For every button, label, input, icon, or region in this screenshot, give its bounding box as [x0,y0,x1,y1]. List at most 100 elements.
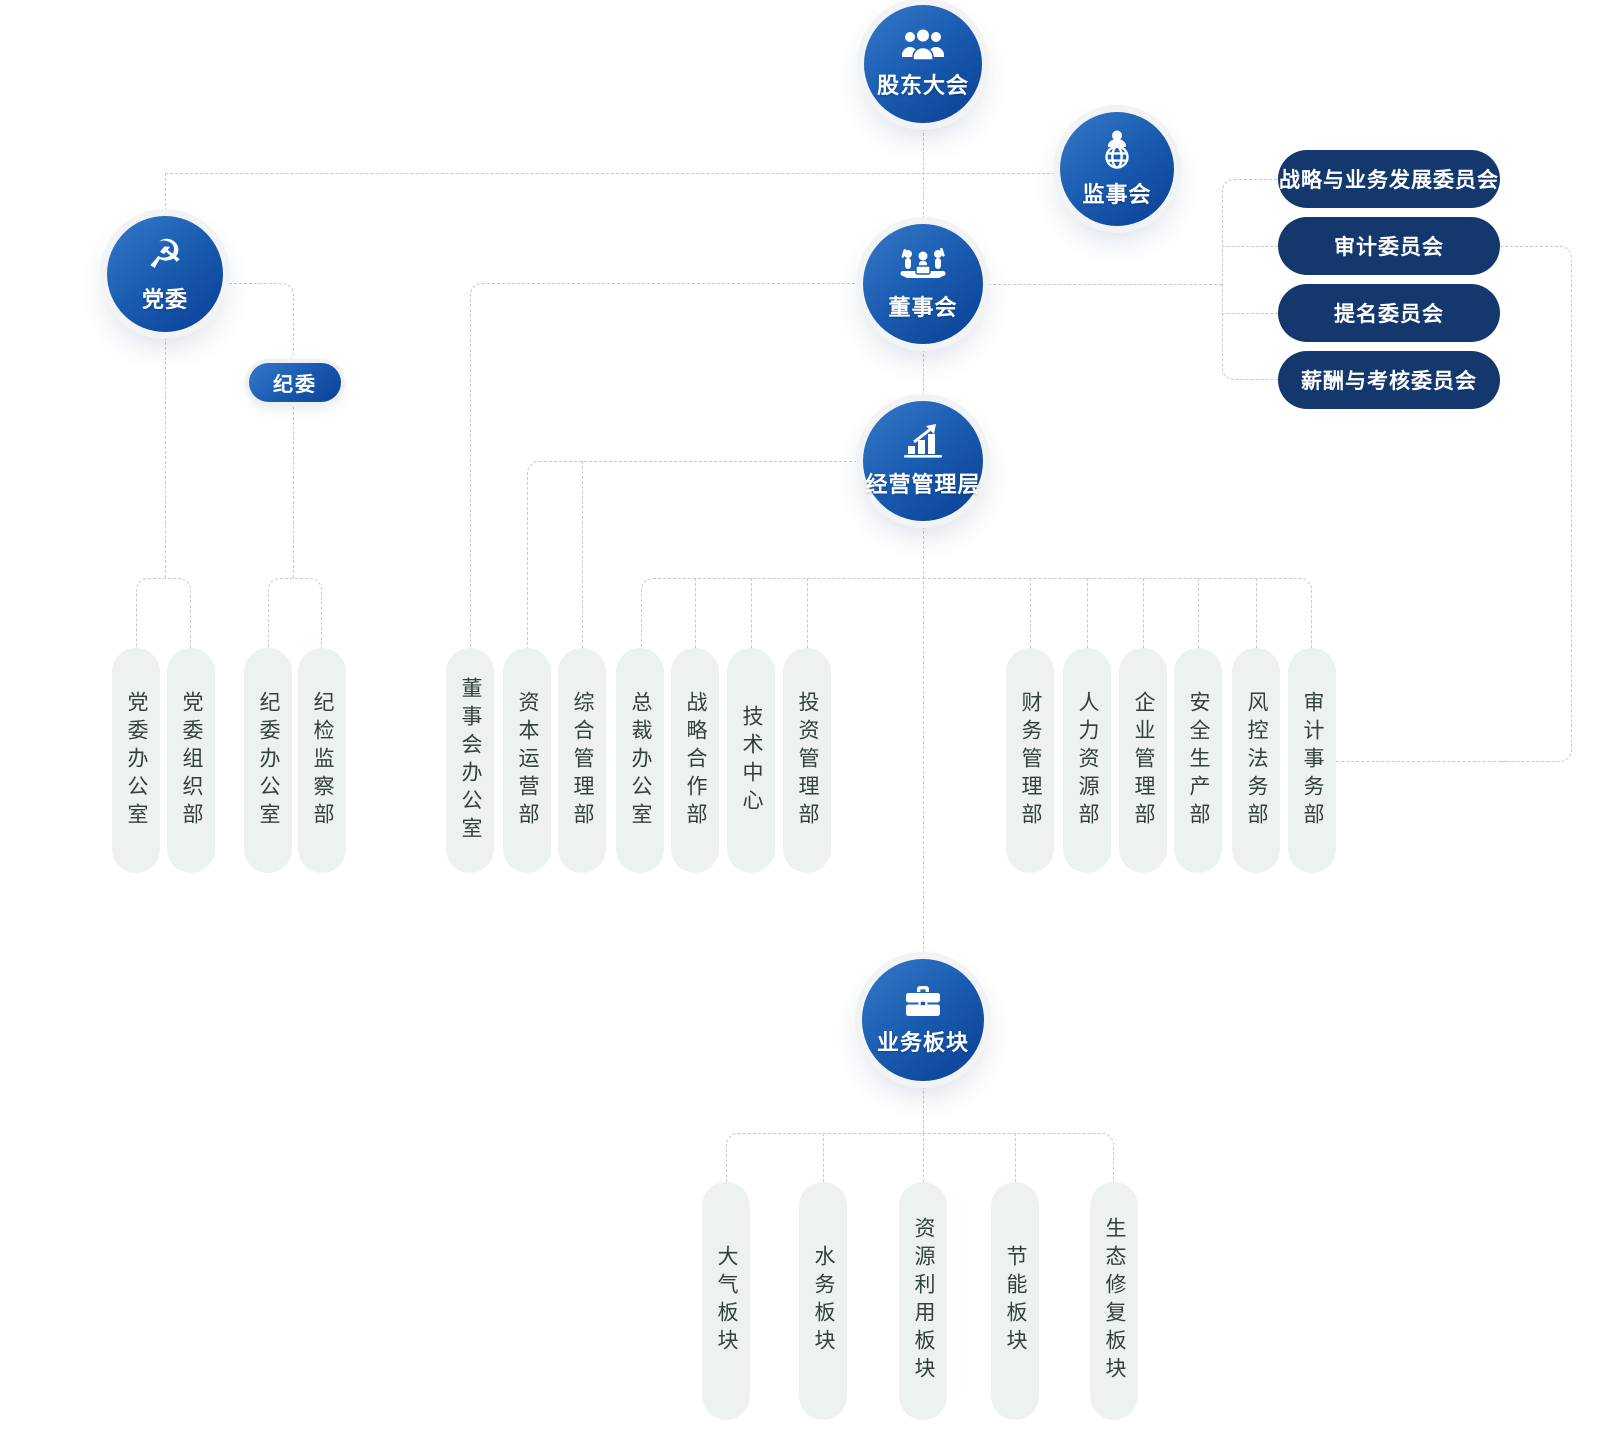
connector-drop-general-admin [582,461,583,648]
connector-party-down [165,332,166,578]
node-label: 经营管理层 [865,471,981,497]
connector-drop-risk [1256,578,1257,648]
department-finance: 财务管理部 [1006,648,1054,873]
node-label: 业务板块 [876,1029,969,1055]
connector-committee-stub-2 [1222,246,1278,247]
segment-water: 水务板块 [799,1182,847,1420]
connector-drop-finance [1030,578,1031,648]
department-party-organization: 党委组织部 [167,648,215,873]
briefcase-icon [906,985,940,1016]
connector-drop-energy [1015,1133,1016,1182]
connector-committee-spine-bottom [1222,246,1278,380]
department-investment-management: 投资管理部 [783,648,831,873]
department-label: 资本运营部 [516,690,539,831]
department-label: 投资管理部 [796,690,819,831]
node-business-segments: 业务板块 [862,959,984,1081]
connector-management-left [527,461,863,648]
connector-committee-spine-top [1222,179,1278,246]
department-president-office: 总裁办公室 [616,648,664,873]
connector-audit-committee-dept [1500,246,1572,762]
connector-lower-row-right [923,578,1312,648]
connector-drop-safety [1198,578,1199,648]
department-label: 战略合作部 [684,690,707,831]
committee-nomination: 提名委员会 [1278,284,1500,342]
department-label: 风控法务部 [1245,690,1268,831]
department-safety-production: 安全生产部 [1174,648,1222,873]
person-globe-icon [1105,130,1129,169]
department-party-office: 党委办公室 [112,648,160,873]
department-label: 人力资源部 [1076,690,1099,831]
connector-board-management [923,344,924,401]
connector-drop-resource [923,1133,924,1182]
segment-label: 节能板块 [1004,1245,1027,1357]
node-management-layer: 经营管理层 [863,401,983,521]
connector-discipline-bracket [268,578,322,648]
connector-party-bracket [136,578,191,648]
department-audit-affairs: 审计事务部 [1288,648,1336,873]
department-label: 纪检监察部 [311,690,334,831]
node-board-of-directors: 董事会 [863,224,983,344]
connector-segments-left [726,1133,923,1182]
connector-management-business [923,521,924,959]
department-label: 董事会办公室 [459,676,482,845]
segment-atmosphere: 大气板块 [702,1182,750,1420]
meeting-people-icon [900,247,946,278]
department-strategic-cooperation: 战略合作部 [671,648,719,873]
hammer-sickle-icon: ☭ [147,231,183,278]
connector-drop-investment [807,578,808,648]
department-technology-center: 技术中心 [727,648,775,873]
node-label: 董事会 [888,294,958,320]
department-board-office: 董事会办公室 [446,648,494,873]
connector-drop-tech [751,578,752,648]
segment-ecological-restoration: 生态修复板块 [1090,1182,1138,1420]
segment-resource-utilization: 资源利用板块 [899,1182,947,1420]
department-label: 纪委办公室 [257,690,280,831]
connector-segments-right [923,1133,1114,1182]
node-supervisory-board: 监事会 [1060,112,1174,226]
segment-label: 水务板块 [812,1245,835,1357]
department-label: 总裁办公室 [629,690,652,831]
department-label: 党委组织部 [180,690,203,831]
connector-drop-hr [1087,578,1088,648]
node-label: 党委 [141,286,188,312]
connector-discipline-down [293,402,294,578]
department-label: 党委办公室 [125,690,148,831]
connector-board-office [470,283,863,648]
connector-business-down [923,1081,924,1133]
department-label: 技术中心 [740,704,763,817]
segment-label: 大气板块 [715,1245,738,1357]
connector-drop-strategy [695,578,696,648]
connector-top-row [165,173,1060,174]
committee-audit: 审计委员会 [1278,217,1500,275]
department-label: 审计事务部 [1301,690,1324,831]
department-label: 企业管理部 [1132,690,1155,831]
segment-label: 资源利用板块 [912,1217,935,1385]
segment-label: 生态修复板块 [1103,1217,1126,1385]
node-discipline-committee: 纪委 [249,363,341,402]
node-label: 股东大会 [876,72,969,98]
connector-party-discipline [224,283,294,363]
node-party-committee: ☭ 党委 [107,216,223,332]
committee-remuneration-assessment: 薪酬与考核委员会 [1278,351,1500,409]
department-discipline-office: 纪委办公室 [244,648,292,873]
connector-party-top [165,173,166,216]
department-label: 安全生产部 [1187,690,1210,831]
connector-lower-row-left [641,578,923,648]
connector-shareholders-board [923,128,924,224]
node-label: 监事会 [1082,181,1152,207]
segment-energy-saving: 节能板块 [991,1182,1039,1420]
department-risk-legal: 风控法务部 [1232,648,1280,873]
department-enterprise-management: 企业管理部 [1119,648,1167,873]
department-discipline-inspection: 纪检监察部 [298,648,346,873]
department-label: 综合管理部 [571,690,594,831]
committee-strategy-business-development: 战略与业务发展委员会 [1278,150,1500,208]
department-label: 财务管理部 [1019,690,1042,831]
people-group-icon [902,29,944,61]
growth-chart-icon [904,423,942,458]
connector-audit-dept-h [1336,761,1506,762]
node-shareholders-meeting: 股东大会 [864,5,982,123]
connector-drop-water [823,1133,824,1182]
department-general-admin: 综合管理部 [558,648,606,873]
connector-board-committees [983,284,1222,285]
